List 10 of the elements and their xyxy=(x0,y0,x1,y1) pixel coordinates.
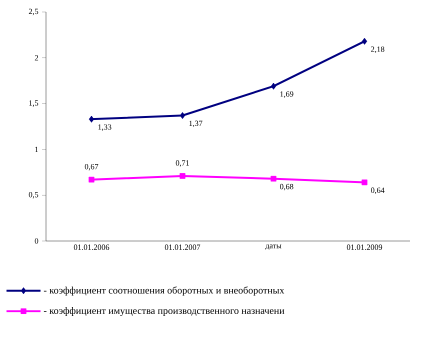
point xyxy=(362,180,368,186)
legend-label: - коэффициент имущества производственного назначени xyxy=(44,306,284,316)
point xyxy=(180,173,186,179)
point xyxy=(362,38,368,45)
point xyxy=(270,176,276,182)
point xyxy=(270,82,276,90)
legend-label: - коэффициент соотношения оборотных и внеоборотных xyxy=(44,286,284,296)
point xyxy=(180,112,186,119)
point xyxy=(88,116,94,123)
point xyxy=(88,176,94,182)
